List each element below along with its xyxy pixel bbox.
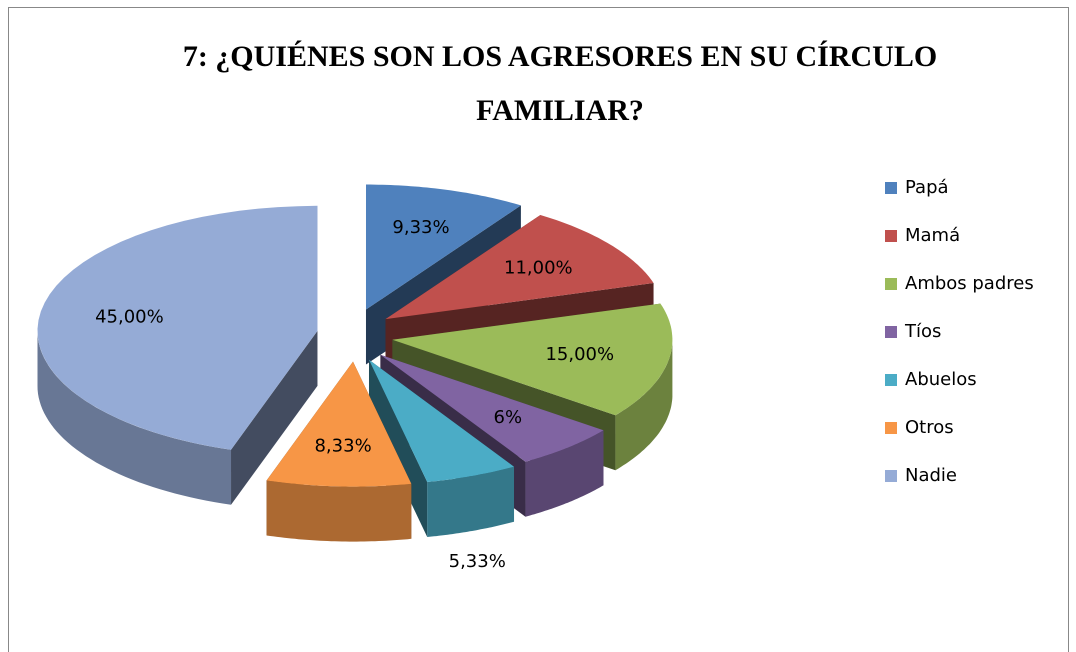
slice <box>385 215 654 320</box>
legend-label: Mamá <box>905 225 960 246</box>
data-label: 6% <box>494 407 523 428</box>
slice-wall <box>266 480 412 542</box>
data-label: 15,00% <box>545 344 614 365</box>
slice <box>392 303 673 416</box>
data-label: 11,00% <box>504 257 573 278</box>
data-label: 5,33% <box>449 551 506 572</box>
chart-frame <box>8 7 1069 652</box>
legend-label: Otros <box>905 417 954 438</box>
slice <box>365 184 521 310</box>
legend-label: Nadie <box>905 465 957 486</box>
legend-label: Ambos padres <box>905 273 1034 294</box>
slice-group <box>266 361 412 542</box>
slice-wall <box>427 466 514 537</box>
slice-wall <box>615 339 673 471</box>
legend-swatch <box>885 470 897 482</box>
legend-swatch <box>885 374 897 386</box>
legend-swatch <box>885 230 897 242</box>
data-label: 9,33% <box>392 217 449 238</box>
slice-group <box>368 359 515 537</box>
chart-title: 7: ¿QUIÉNES SON LOS AGRESORES EN SU CÍRC… <box>182 40 938 127</box>
slice-wall <box>525 430 604 517</box>
slice-side <box>368 359 428 537</box>
slice <box>380 354 604 462</box>
slice <box>266 361 412 487</box>
slice-group <box>37 205 318 505</box>
legend-swatch <box>885 182 897 194</box>
slice-side <box>231 330 318 505</box>
slice <box>368 359 514 482</box>
slice <box>37 205 318 450</box>
legend-swatch <box>885 278 897 290</box>
data-label: 8,33% <box>314 435 371 456</box>
legend-label: Abuelos <box>905 369 977 390</box>
legend-swatch <box>885 422 897 434</box>
slice-wall <box>37 330 231 505</box>
legend-label: Tíos <box>904 321 941 342</box>
legend-swatch <box>885 326 897 338</box>
legend-label: Papá <box>905 177 949 198</box>
data-label: 45,00% <box>95 307 164 328</box>
